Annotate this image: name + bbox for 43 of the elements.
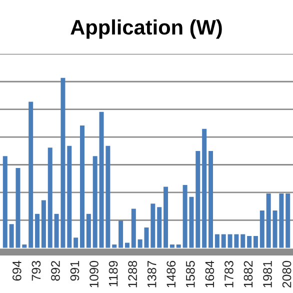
x-tick-label: 793 — [32, 260, 41, 281]
bar — [138, 239, 142, 248]
bar — [202, 128, 207, 248]
bar — [247, 236, 252, 248]
bar — [80, 126, 84, 248]
x-tick-label: 1981 — [263, 260, 272, 288]
bar — [74, 238, 78, 248]
bar — [196, 150, 200, 248]
x-tick-label: 1090 — [90, 260, 98, 288]
x-tick-label: 1585 — [186, 260, 195, 288]
bar — [164, 186, 168, 248]
bar — [118, 220, 124, 248]
bar — [67, 146, 72, 248]
bar — [214, 234, 220, 248]
x-tick-label: 1288 — [128, 260, 138, 288]
bar — [286, 193, 290, 248]
bar — [208, 150, 214, 248]
bar — [266, 193, 271, 248]
x-tick-label: 1882 — [244, 261, 253, 288]
bar — [150, 204, 156, 248]
bar — [157, 207, 162, 248]
bar — [86, 214, 91, 248]
bar — [48, 148, 52, 248]
bar — [260, 210, 264, 248]
x-tick-label: 1783 — [224, 260, 234, 288]
bar — [131, 208, 136, 248]
x-tick-label: 1684 — [205, 260, 214, 288]
chart-title: Application (W) — [70, 19, 222, 39]
x-tick-label: 991 — [70, 260, 80, 281]
x-tick-label: 1486 — [166, 260, 176, 288]
bar — [41, 200, 46, 248]
bar — [253, 236, 258, 248]
bar — [2, 156, 8, 248]
x-tick-label: 2080 — [282, 260, 292, 288]
bar — [35, 214, 40, 248]
bar — [240, 234, 246, 248]
x-tick-label: 694 — [12, 260, 22, 281]
x-tick-label: 1387 — [147, 261, 156, 288]
bar — [221, 234, 226, 248]
x-tick-label: 892 — [51, 261, 60, 281]
bar — [92, 156, 98, 248]
bar — [28, 102, 34, 248]
x-tick-label: 1189 — [108, 260, 118, 286]
